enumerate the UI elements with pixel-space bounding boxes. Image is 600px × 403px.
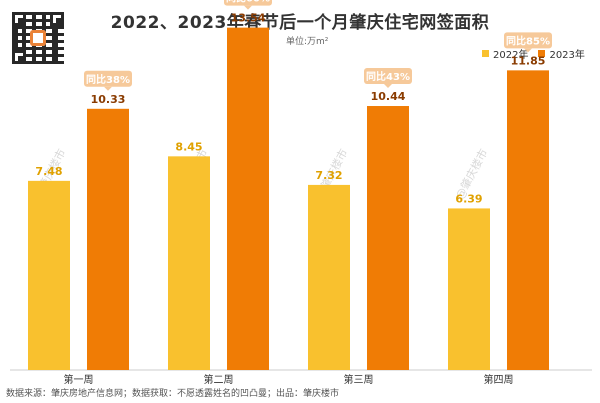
legend-item-2023: 2023年 bbox=[538, 46, 585, 61]
yoy-callout bbox=[224, 0, 272, 6]
legend: 2022年 2023年 bbox=[482, 46, 585, 61]
x-tick-label: 第三周 bbox=[344, 373, 374, 386]
legend-item-2022: 2022年 bbox=[482, 46, 528, 61]
bar-2023年-第一周 bbox=[87, 108, 129, 370]
yoy-callout bbox=[364, 68, 412, 85]
x-tick-label: 第一周 bbox=[64, 373, 94, 386]
bar-2023年-第三周 bbox=[367, 106, 409, 370]
x-tick-label: 第二周 bbox=[204, 373, 234, 386]
yoy-callout-text: 同比38% bbox=[86, 73, 130, 86]
data-label: 7.48 bbox=[35, 165, 62, 178]
unit-label: 单位:万m² bbox=[286, 37, 329, 47]
chart-title: 2022、2023年春节后一个月肇庆住宅网签面积 bbox=[110, 13, 490, 33]
bar-2022年-第一周 bbox=[28, 180, 70, 370]
yoy-callout-pointer bbox=[384, 84, 392, 89]
bar-2022年-第三周 bbox=[308, 184, 350, 370]
yoy-callout bbox=[84, 70, 132, 87]
yoy-callout-text: 同比60% bbox=[226, 0, 270, 5]
yoy-callout bbox=[504, 32, 552, 49]
legend-label-2023: 2023年 bbox=[549, 50, 585, 61]
data-label: 8.45 bbox=[175, 140, 202, 153]
legend-swatch-2023 bbox=[538, 50, 546, 57]
data-label: 6.39 bbox=[455, 192, 482, 205]
bar-2023年-第二周 bbox=[227, 27, 269, 370]
yoy-callout-text: 同比43% bbox=[366, 70, 410, 83]
bar-2023年-第四周 bbox=[507, 70, 549, 370]
qr-finder-pattern bbox=[12, 12, 26, 26]
qr-finder-pattern bbox=[50, 12, 64, 26]
yoy-callout-pointer bbox=[524, 48, 532, 53]
data-label: 13.54 bbox=[231, 12, 266, 25]
yoy-callout-text: 同比85% bbox=[506, 34, 550, 47]
source-note: 数据来源：肇庆房地产信息网；数据获取：不愿透露姓名的凹凸曼；出品：肇庆楼市 bbox=[6, 389, 340, 399]
yoy-callout-pointer bbox=[244, 5, 252, 10]
legend-swatch-2022 bbox=[482, 50, 489, 57]
qr-finder-pattern bbox=[12, 50, 26, 64]
qr-code bbox=[12, 12, 64, 64]
bar-2022年-第四周 bbox=[448, 208, 490, 370]
bar-2022年-第二周 bbox=[168, 156, 210, 370]
data-label: 10.44 bbox=[371, 90, 406, 103]
data-label: 11.85 bbox=[511, 54, 546, 67]
data-label: 10.33 bbox=[91, 93, 126, 106]
legend-label-2022: 2022年 bbox=[493, 50, 529, 61]
yoy-callout-pointer bbox=[104, 86, 112, 91]
data-label: 7.32 bbox=[315, 169, 342, 182]
x-tick-label: 第四周 bbox=[484, 373, 514, 386]
